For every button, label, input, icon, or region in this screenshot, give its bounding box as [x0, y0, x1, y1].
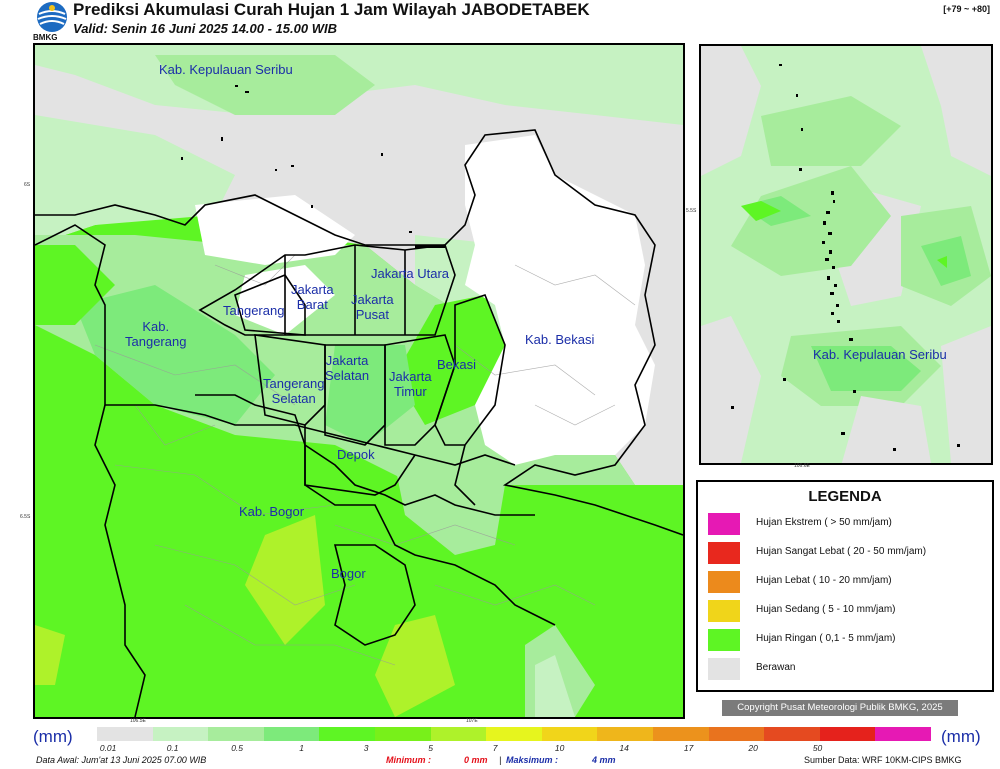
- inset-label-kepulauan-seribu: Kab. Kepulauan Seribu: [813, 347, 947, 362]
- minimum-label: Minimum :: [386, 755, 431, 765]
- label-tangerang: Tangerang: [223, 303, 285, 318]
- label-jakarta-barat: Jakarta Barat: [291, 282, 334, 312]
- legend-swatch: [708, 600, 740, 622]
- scale-tick-label: 0.1: [166, 743, 179, 753]
- label-tangerang-selatan: Tangerang Selatan: [263, 376, 325, 406]
- legend-swatch: [708, 658, 740, 680]
- label-kab-kepulauan-seribu: Kab. Kepulauan Seribu: [159, 62, 293, 77]
- data-source: Sumber Data: WRF 10KM-CIPS BMKG: [804, 755, 962, 765]
- bmkg-logo: [34, 0, 70, 42]
- legend-label: Hujan Ekstrem ( > 50 mm/jam): [756, 517, 892, 528]
- legend-label: Hujan Ringan ( 0,1 - 5 mm/jam): [756, 633, 896, 644]
- scale-segment: [764, 727, 820, 741]
- scale-segment: [486, 727, 542, 741]
- label-jakarta-pusat: Jakarta Pusat: [351, 292, 394, 322]
- data-awal-label: Data Awal: Jum'at 13 Juni 2025 07.00 WIB: [36, 755, 207, 765]
- label-depok: Depok: [337, 447, 375, 462]
- page-title: Prediksi Akumulasi Curah Hujan 1 Jam Wil…: [73, 0, 590, 19]
- scale-segment: [708, 727, 765, 741]
- run-range-label: [+79 ~ +80]: [943, 4, 990, 14]
- label-kab-tangerang: Kab. Tangerang: [125, 319, 187, 349]
- tick-lon-107e: 107E: [466, 718, 478, 724]
- scale-segment: [541, 727, 598, 741]
- rainfall-map-canvas: [35, 45, 683, 717]
- copyright-notice: Copyright Pusat Meteorologi Publik BMKG,…: [722, 700, 958, 716]
- tick-lat-6-5s: 6.5S: [20, 514, 31, 520]
- scale-tick-label: 7: [492, 743, 498, 753]
- color-scale-ticks: 0.01 0.1 0.5 1 3 5 7 10 14 17 20 50: [97, 743, 931, 755]
- scale-tick-label: 14: [619, 743, 629, 753]
- label-kab-bekasi: Kab. Bekasi: [525, 332, 595, 347]
- separator: |: [499, 755, 502, 765]
- scale-tick-label: 17: [683, 743, 694, 753]
- validity-subtitle: Valid: Senin 16 Juni 2025 14.00 - 15.00 …: [73, 21, 337, 36]
- main-map[interactable]: Kab. Kepulauan Seribu Jakarta Utara Jaka…: [33, 43, 685, 719]
- inset-map-canvas: [701, 46, 991, 463]
- legend-swatch: [708, 542, 740, 564]
- logo-text: BMKG: [33, 33, 58, 42]
- legend-label: Berawan: [756, 662, 796, 673]
- scale-tick-label: 0.5: [231, 743, 244, 753]
- label-jakarta-selatan: Jakarta Selatan: [325, 353, 370, 383]
- color-scale-bar: [97, 727, 931, 741]
- label-kab-bogor: Kab. Bogor: [239, 504, 305, 519]
- scale-tick-label: 20: [748, 743, 758, 753]
- label-jakarta-utara: Jakarta Utara: [371, 266, 450, 281]
- scale-segment: [819, 727, 876, 741]
- scale-tick-label: 1: [299, 743, 304, 753]
- legend-swatch: [708, 513, 740, 535]
- legend-title: LEGENDA: [808, 488, 882, 505]
- scale-segment: [430, 727, 487, 741]
- scale-segment: [597, 727, 653, 741]
- scale-segment: [97, 727, 153, 741]
- inset-tick-lon-106-6e: 106.6E: [794, 463, 810, 469]
- scale-unit-left: (mm): [33, 727, 73, 746]
- tick-lat-6s: 6S: [24, 182, 31, 188]
- legend-swatch: [708, 629, 740, 651]
- maksimum-label: Maksimum :: [506, 755, 559, 765]
- label-jakarta-timur: Jakarta Timur: [389, 369, 432, 399]
- scale-tick-label: 50: [812, 743, 823, 753]
- scale-unit-right: (mm): [941, 727, 981, 746]
- legend-swatch: [708, 571, 740, 593]
- inset-tick-lat-5-5s: 5.5S: [686, 208, 697, 214]
- scale-tick-label: 0.01: [99, 743, 117, 753]
- maksimum-value: 4 mm: [592, 755, 616, 765]
- scale-segment: [208, 727, 264, 741]
- label-bekasi: Bekasi: [437, 357, 477, 372]
- legend-box: LEGENDA Hujan Ekstrem ( > 50 mm/jam) Huj…: [696, 480, 994, 692]
- scale-segment: [374, 727, 431, 741]
- scale-segment: [875, 727, 931, 741]
- scale-segment: [263, 727, 320, 741]
- legend-label: Hujan Sangat Lebat ( 20 - 50 mm/jam): [756, 546, 927, 557]
- scale-tick-label: 5: [428, 743, 433, 753]
- tick-lon-106-5e: 106.5E: [130, 718, 146, 724]
- minimum-value: 0 mm: [464, 755, 488, 765]
- label-bogor: Bogor: [331, 566, 366, 581]
- scale-segment: [652, 727, 709, 741]
- legend-label: Hujan Lebat ( 10 - 20 mm/jam): [756, 575, 892, 586]
- scale-tick-label: 10: [554, 743, 565, 753]
- scale-tick-label: 3: [363, 743, 369, 753]
- inset-map[interactable]: Kab. Kepulauan Seribu: [699, 44, 993, 465]
- scale-segment: [152, 727, 209, 741]
- legend-label: Hujan Sedang ( 5 - 10 mm/jam): [756, 604, 896, 615]
- scale-segment: [319, 727, 375, 741]
